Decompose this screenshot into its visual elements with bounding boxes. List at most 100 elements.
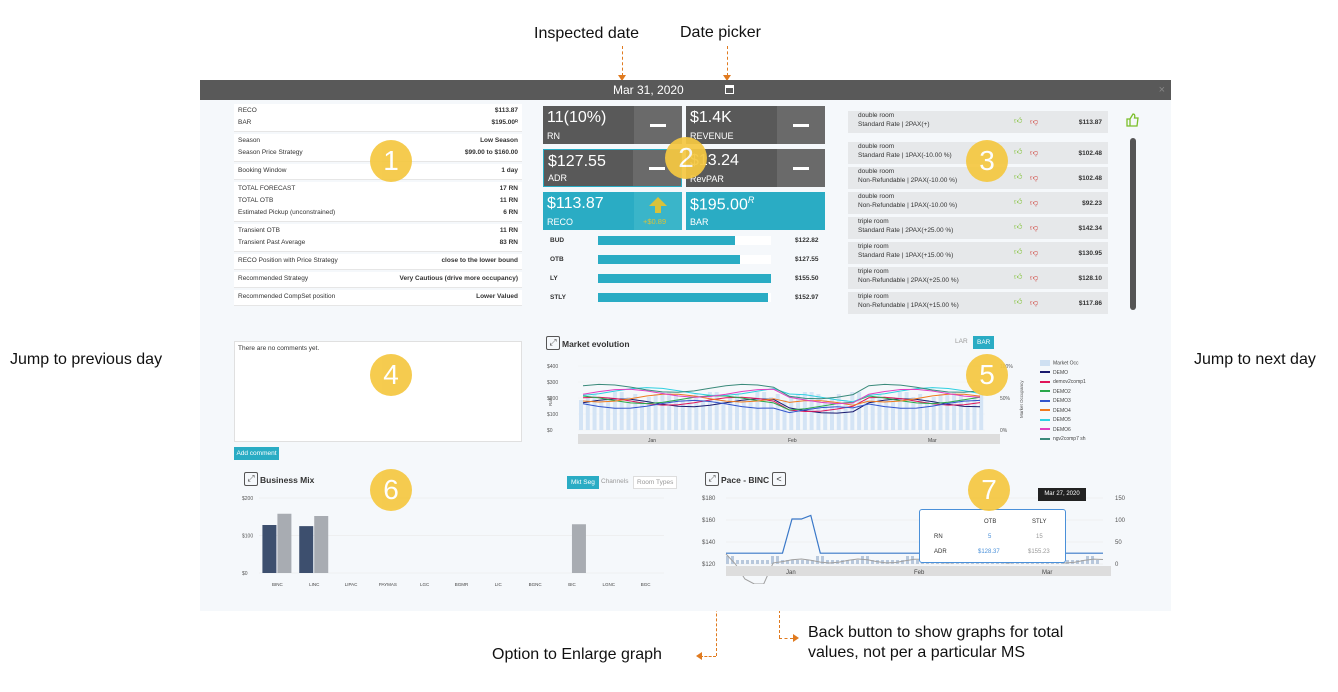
occupancy-bar	[938, 394, 943, 430]
x-tick: BGMR	[455, 582, 469, 587]
legend-item[interactable]: DEMO4	[1040, 408, 1071, 414]
legend-swatch	[1040, 360, 1050, 366]
rate-room: triple room	[858, 218, 889, 225]
legend-item[interactable]: DEMO6	[1040, 427, 1071, 433]
kpi-toggle-button[interactable]	[777, 149, 825, 187]
thumbs-down-icon[interactable]: 👎︎	[1030, 173, 1039, 182]
thumbs-up-icon[interactable]: 👍︎	[1014, 172, 1023, 181]
reco-apply-button[interactable]: +$0.89	[634, 192, 682, 230]
market-evolution-chart: $400$300$200$100$0100%50%0%JanFebMarRate…	[547, 364, 1024, 444]
occupancy-bar	[972, 397, 977, 430]
occupancy-bar	[850, 392, 855, 430]
summary-value: $195.00ᴿ	[491, 119, 518, 126]
callout-5: 5	[966, 354, 1008, 396]
thumbs-down-icon[interactable]: 👎︎	[1030, 248, 1039, 257]
y2-tick: 0	[1115, 562, 1119, 568]
reco-delta: +$0.89	[643, 217, 667, 226]
occupancy-bar	[796, 394, 801, 430]
summary-value: 17 RN	[499, 185, 518, 192]
series-line	[582, 383, 981, 400]
app-window: Mar 31, 2020 × RECO $113.87 BAR $195.00ᴿ Sea…	[200, 80, 1171, 611]
tab-channels[interactable]: Channels	[601, 478, 629, 485]
legend-label: DEMO2	[1053, 388, 1071, 395]
pace-bar	[801, 560, 804, 564]
legend-item[interactable]: DEMO2	[1040, 389, 1071, 395]
calendar-icon[interactable]	[725, 85, 734, 94]
thumbs-up-icon[interactable]: 👍︎	[1014, 272, 1023, 281]
bar	[314, 516, 329, 573]
thumbs-down-icon[interactable]: 👎︎	[1030, 148, 1039, 157]
thumbs-down-icon[interactable]: 👎︎	[1030, 273, 1039, 282]
tooltip-header: STLY	[1032, 519, 1047, 525]
thumbs-down-icon[interactable]: 👎︎	[1030, 117, 1039, 126]
x-tick: PAYMAS	[379, 582, 397, 587]
tab-bar[interactable]: BAR	[973, 336, 995, 349]
thumbs-up-icon[interactable]: 👍︎	[1014, 222, 1023, 231]
month-label: Feb	[788, 438, 797, 444]
enlarge-graph-icon[interactable]: ⤢	[705, 472, 719, 486]
y-tick: $100	[242, 534, 253, 540]
tab-mkt-seg[interactable]: Mkt Seg	[567, 476, 599, 489]
occupancy-bar	[687, 397, 692, 430]
bar	[277, 513, 292, 573]
thumbs-down-icon[interactable]: 👎︎	[1030, 223, 1039, 232]
thumbs-up-icon[interactable]: 👍︎	[1014, 116, 1023, 125]
thumbs-up-icon[interactable]: 👍︎	[1014, 247, 1023, 256]
legend-item[interactable]: demov2comp1	[1040, 379, 1086, 385]
kpi-adr: $127.55 ADR	[543, 149, 682, 187]
occupancy-bar	[965, 400, 970, 430]
legend-item[interactable]: DEMO5	[1040, 417, 1071, 423]
enlarge-graph-icon[interactable]: ⤢	[244, 472, 258, 486]
pace-bar	[791, 560, 794, 564]
legend-item[interactable]: ngv2comp7 sh	[1040, 436, 1086, 442]
summary-label: Transient OTB	[238, 227, 281, 234]
legend-item[interactable]: Market Occ	[1040, 360, 1079, 366]
rate-bar-value: $155.50	[795, 275, 819, 282]
legend-item[interactable]: DEMO	[1040, 370, 1068, 376]
range-slider[interactable]	[726, 566, 1111, 576]
thumbs-up-icon[interactable]: 👍︎	[1014, 197, 1023, 206]
x-tick: LINC	[309, 582, 320, 587]
rate-price: $113.87	[1078, 119, 1102, 126]
pace-bar	[841, 560, 844, 564]
enlarge-graph-icon[interactable]: ⤢	[546, 336, 560, 350]
pace-bar	[726, 556, 729, 564]
kpi-toggle-button[interactable]	[634, 106, 682, 144]
pace-bar	[731, 556, 734, 564]
add-comment-button[interactable]: Add comment	[234, 447, 279, 460]
thumbs-up-icon[interactable]	[1125, 113, 1139, 127]
pace-back-button[interactable]: <	[772, 472, 786, 486]
summary-label: Estimated Pickup (unconstrained)	[238, 209, 336, 216]
rate-row: triple room Standard Rate | 1PAX(+15.00 %…	[848, 242, 1108, 264]
range-slider[interactable]	[578, 434, 1000, 444]
occupancy-bar	[680, 400, 685, 430]
summary-value: 83 RN	[499, 239, 518, 246]
close-icon[interactable]: ×	[1158, 84, 1165, 96]
kpi-toggle-button[interactable]	[777, 106, 825, 144]
rate-bar-label: LY	[550, 275, 558, 282]
thumbs-down-icon[interactable]: 👎︎	[1030, 298, 1039, 307]
annotation-enlarge: Option to Enlarge graph	[492, 646, 662, 663]
pace-bar	[821, 556, 824, 564]
legend-item[interactable]: DEMO3	[1040, 398, 1071, 404]
tooltip-value: 5	[988, 534, 992, 540]
tab-lar[interactable]: LAR	[955, 338, 968, 345]
bar	[571, 524, 586, 573]
rates-scrollbar[interactable]	[1130, 138, 1136, 310]
rate-bar-fill	[598, 274, 771, 283]
callout-4: 4	[370, 354, 412, 396]
kpi-name: BAR	[690, 217, 709, 227]
thumbs-down-icon[interactable]: 👎︎	[1030, 198, 1039, 207]
pace-bar	[1066, 560, 1069, 564]
summary-value: $99.00 to $160.00	[464, 149, 518, 156]
summary-panel: RECO $113.87 BAR $195.00ᴿ Season Low Season Se…	[234, 104, 522, 309]
tab-room-types[interactable]: Room Types	[633, 476, 678, 489]
legend-label: DEMO4	[1053, 407, 1071, 414]
thumbs-up-icon[interactable]: 👍︎	[1014, 297, 1023, 306]
y-tick: $0	[242, 571, 248, 577]
kpi-name: RN	[547, 131, 560, 141]
pace-bar	[846, 560, 849, 564]
pace-bar	[811, 560, 814, 564]
occupancy-bar	[829, 397, 834, 430]
thumbs-up-icon[interactable]: 👍︎	[1014, 147, 1023, 156]
